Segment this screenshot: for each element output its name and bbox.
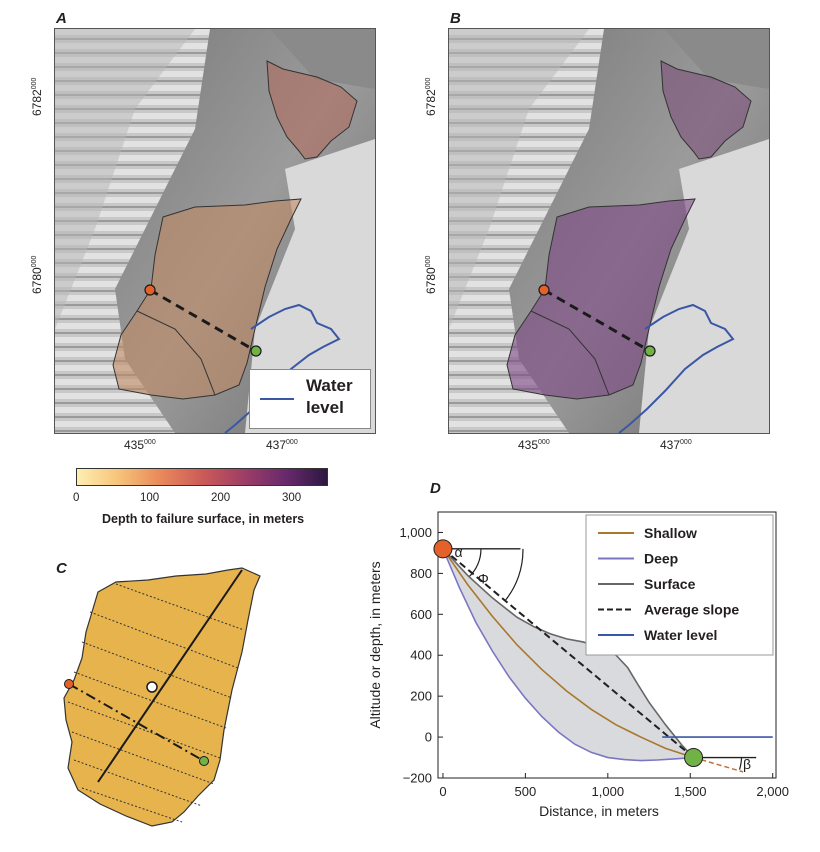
chart-d-x-tick-label: 1,500 [674,784,707,799]
chart-d-phi-arc [504,548,524,602]
chart-d-y-tick-label: −200 [403,771,432,786]
panel-label-c: C [56,560,67,577]
panel-label-a: A [56,10,67,27]
map-b-x-label-435: 435000 [518,438,550,452]
map-a: Water level [54,28,376,434]
chart-d-legend-label: Shallow [644,525,697,541]
water-level-legend-label-2: level [306,398,344,417]
colorbar-tick-0: 0 [73,492,80,504]
map-b [448,28,770,434]
map-a-graphic [55,29,375,433]
chart-d-x-tick-label: 2,000 [756,784,789,799]
map-a-x-label-435: 435000 [124,438,156,452]
map-b-end-marker [644,345,656,357]
chart-d-beta-arc [738,757,743,770]
colorbar [76,468,328,486]
panel-c-end-marker [199,756,209,766]
chart-d-alpha-arc [468,548,482,578]
chart-d-end-point [684,748,704,768]
map-a-x-label-437: 437000 [266,438,298,452]
chart-d-y-axis-label: Altitude or depth, in meters [367,561,383,728]
chart-d-series-deep [442,548,694,762]
panel-label-d: D [430,480,441,497]
colorbar-title: Depth to failure surface, in meters [102,512,305,526]
chart-d-series-shallow [442,548,694,759]
chart-d-legend-label: Average slope [644,602,739,618]
chart-d-x-axis-label: Distance, in meters [539,803,659,819]
water-level-legend-swatch [260,398,294,400]
chart-d-y-tick-label: 200 [410,689,432,704]
panel-label-b: B [450,10,461,27]
map-b-graphic [449,29,769,433]
map-b-y-label-6780: 6780000 [424,255,438,294]
chart-d-start-point [433,539,453,559]
chart-d-y-tick-label: 600 [410,607,432,622]
chart-d-legend-label: Water level [644,627,717,643]
chart-d-x-tick-label: 1,000 [592,784,625,799]
map-b-y-label-6782: 6782000 [424,77,438,116]
colorbar-tick-200: 200 [211,492,231,504]
map-a-y-label-6780: 6780000 [30,255,44,294]
water-level-legend-label-1: Water [306,376,353,395]
map-b-x-label-437: 437000 [660,438,692,452]
colorbar-tick-100: 100 [140,492,160,504]
chart-d-annotation: β [743,756,751,772]
chart-d: αΦβ 0 500 1,000 1,500 2,000 −200 0 200 400 600 800 1… [367,511,789,819]
chart-d-x-tick-label: 500 [515,784,537,799]
panel-c-graphic [63,567,261,827]
chart-d-legend-label: Surface [644,576,696,592]
panel-c-start-marker [64,679,74,689]
map-a-y-label-6782: 6782000 [30,77,44,116]
chart-d-shaded-area [442,548,694,761]
chart-d-x-tick-label: 0 [439,784,446,799]
chart-d-legend-label: Deep [644,551,678,567]
chart-d-y-tick-label: 400 [410,648,432,663]
map-a-end-marker [250,345,262,357]
chart-d-y-tick-label: 800 [410,566,432,581]
chart-d-y-tick-label: 1,000 [399,525,432,540]
chart-d-y-tick-label: 0 [425,730,432,745]
chart-d-annotation: α [454,544,462,560]
water-level-legend: Water level [249,369,371,429]
map-b-start-marker [538,284,550,296]
chart-d-frame [437,511,777,779]
panel-c-center-marker [146,681,158,693]
map-a-start-marker [144,284,156,296]
chart-d-annotation: Φ [478,571,489,587]
colorbar-tick-300: 300 [282,492,302,504]
